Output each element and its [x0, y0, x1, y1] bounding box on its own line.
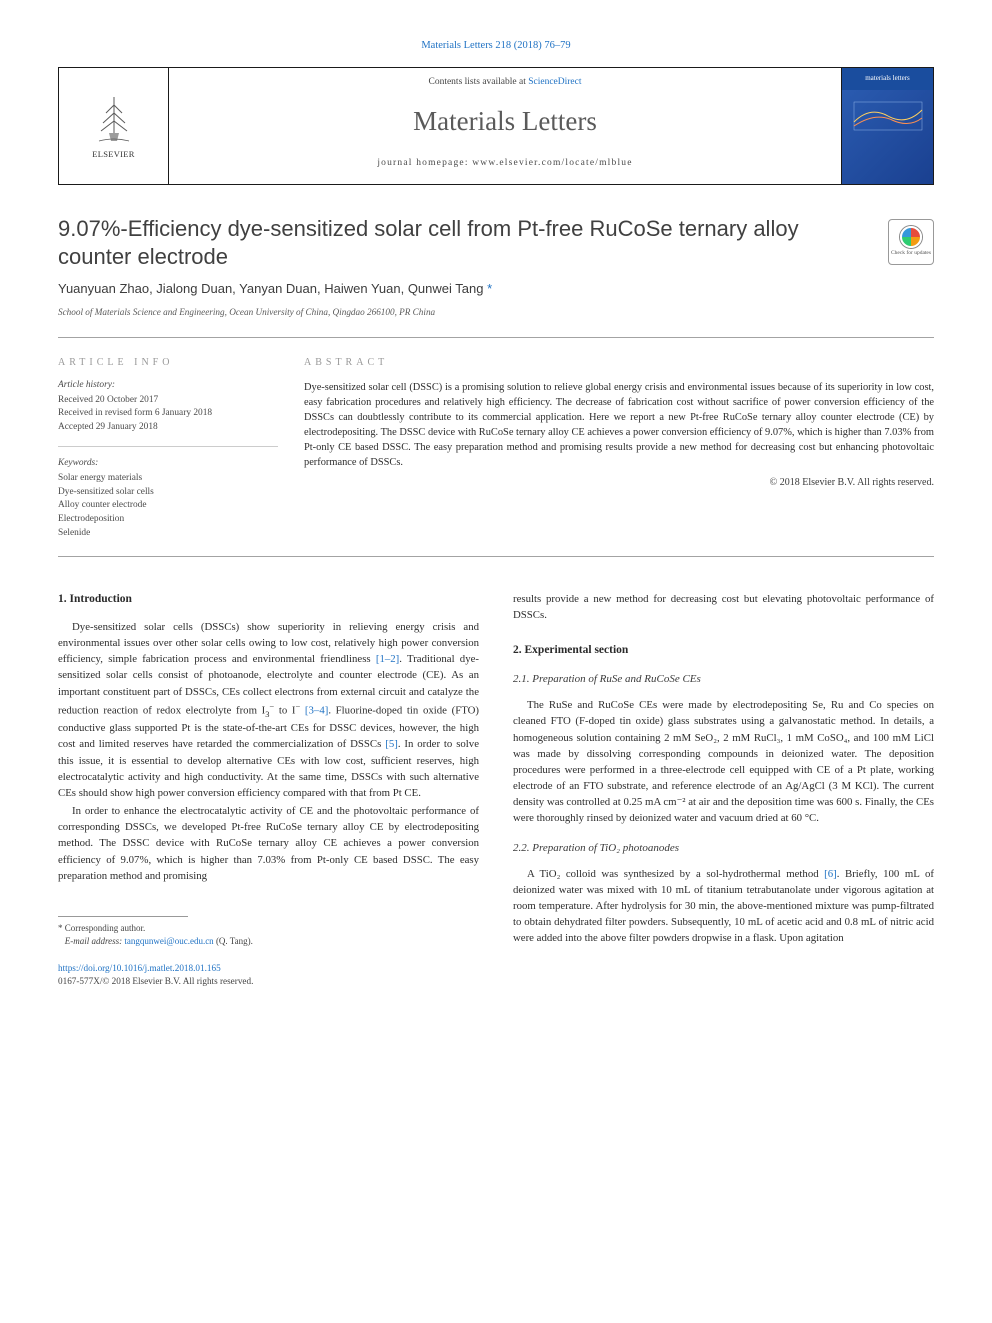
cover-title: materials letters [842, 68, 933, 90]
abstract-copyright: © 2018 Elsevier B.V. All rights reserved… [304, 476, 934, 491]
article-info-heading: ARTICLE INFO [58, 356, 278, 371]
publisher-name: ELSEVIER [92, 148, 135, 160]
section-heading: 2. Experimental section [513, 642, 934, 659]
citation-link[interactable]: [5] [385, 738, 398, 750]
journal-cover-thumbnail: materials letters [841, 68, 933, 184]
email-suffix: (Q. Tang). [214, 936, 253, 946]
body-two-column: 1. Introduction Dye-sensitized solar cel… [58, 591, 934, 989]
paragraph: The RuSe and RuCoSe CEs were made by ele… [513, 697, 934, 827]
history-line: Received in revised form 6 January 2018 [58, 407, 278, 421]
paragraph: results provide a new method for decreas… [513, 591, 934, 623]
history-line: Accepted 29 January 2018 [58, 421, 278, 435]
paragraph: A TiO₂ colloid was synthesized by a sol-… [513, 866, 934, 947]
history-line: Received 20 October 2017 [58, 394, 278, 408]
paragraph: Dye-sensitized solar cells (DSSCs) show … [58, 619, 479, 801]
elsevier-tree-icon [91, 93, 137, 145]
subsection-heading: 2.1. Preparation of RuSe and RuCoSe CEs [513, 672, 934, 688]
updates-text: Check for updates [891, 250, 931, 258]
corresponding-author-mark: * [487, 281, 492, 296]
footnote-rule [58, 916, 188, 917]
corresponding-author-note: * Corresponding author. [58, 922, 479, 935]
cover-graphic [842, 90, 933, 184]
paragraph: In order to enhance the electrocatalytic… [58, 803, 479, 884]
contents-prefix: Contents lists available at [428, 77, 528, 87]
left-column: 1. Introduction Dye-sensitized solar cel… [58, 591, 479, 989]
journal-homepage: journal homepage: www.elsevier.com/locat… [169, 157, 841, 171]
keyword: Dye-sensitized solar cells [58, 486, 278, 500]
keywords-heading: Keywords: [58, 457, 278, 471]
article-info-column: ARTICLE INFO Article history: Received 2… [58, 356, 278, 540]
header-center: Contents lists available at ScienceDirec… [169, 68, 841, 184]
issn-copyright: 0167-577X/© 2018 Elsevier B.V. All right… [58, 976, 253, 986]
affiliation: School of Materials Science and Engineer… [58, 306, 934, 319]
updates-circle-icon [900, 226, 922, 248]
contents-available-line: Contents lists available at ScienceDirec… [169, 76, 841, 90]
keywords-rule [58, 446, 278, 447]
journal-reference[interactable]: Materials Letters 218 (2018) 76–79 [58, 38, 934, 53]
sciencedirect-link[interactable]: ScienceDirect [528, 77, 581, 87]
article-history-heading: Article history: [58, 379, 278, 393]
check-for-updates-badge[interactable]: Check for updates [888, 219, 934, 265]
meta-abstract-row: ARTICLE INFO Article history: Received 2… [58, 338, 934, 557]
abstract-column: ABSTRACT Dye-sensitized solar cell (DSSC… [304, 356, 934, 540]
journal-name: Materials Letters [169, 102, 841, 141]
homepage-url[interactable]: www.elsevier.com/locate/mlblue [472, 158, 632, 168]
right-column: results provide a new method for decreas… [513, 591, 934, 989]
section-heading: 1. Introduction [58, 591, 479, 608]
abstract-heading: ABSTRACT [304, 356, 934, 371]
authors-line: Yuanyuan Zhao, Jialong Duan, Yanyan Duan… [58, 280, 934, 299]
email-link[interactable]: tangqunwei@ouc.edu.cn [124, 936, 213, 946]
email-label: E-mail address: [65, 936, 125, 946]
citation-link[interactable]: [3–4] [305, 704, 328, 716]
homepage-prefix: journal homepage: [377, 158, 472, 168]
keyword: Alloy counter electrode [58, 499, 278, 513]
keyword: Electrodeposition [58, 513, 278, 527]
doi-block: https://doi.org/10.1016/j.matlet.2018.01… [58, 962, 479, 989]
email-line: E-mail address: tangqunwei@ouc.edu.cn (Q… [58, 935, 479, 948]
footer-block: * Corresponding author. E-mail address: … [58, 916, 479, 989]
doi-link[interactable]: https://doi.org/10.1016/j.matlet.2018.01… [58, 963, 221, 973]
citation-link[interactable]: [1–2] [376, 653, 399, 665]
journal-header: ELSEVIER Contents lists available at Sci… [58, 67, 934, 185]
citation-link[interactable]: [6] [824, 868, 837, 880]
authors-names: Yuanyuan Zhao, Jialong Duan, Yanyan Duan… [58, 281, 483, 296]
keyword: Selenide [58, 527, 278, 541]
subsection-heading: 2.2. Preparation of TiO₂ photoanodes [513, 841, 934, 857]
keyword: Solar energy materials [58, 472, 278, 486]
article-title: 9.07%-Efficiency dye-sensitized solar ce… [58, 215, 870, 270]
abstract-text: Dye-sensitized solar cell (DSSC) is a pr… [304, 380, 934, 470]
publisher-logo-box: ELSEVIER [59, 68, 169, 184]
